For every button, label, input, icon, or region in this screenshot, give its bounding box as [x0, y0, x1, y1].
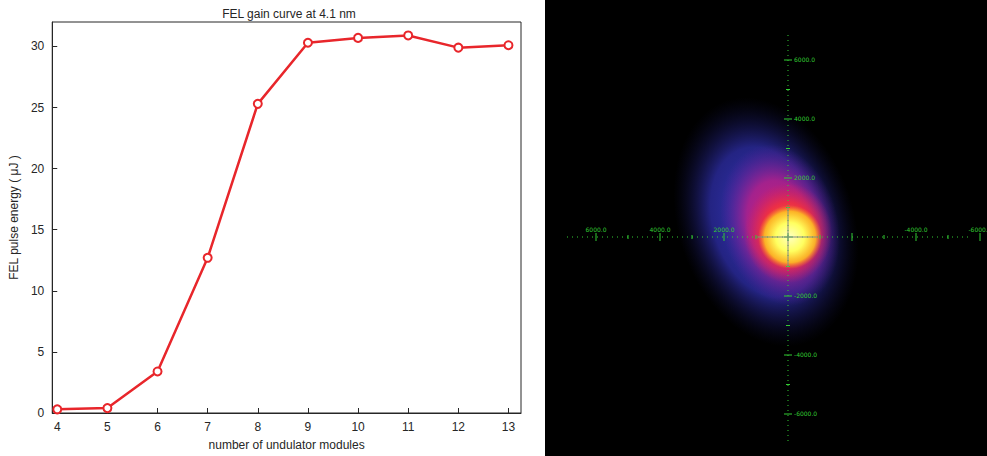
svg-text:2000.0: 2000.0: [794, 174, 815, 181]
svg-text:9: 9: [305, 420, 312, 434]
svg-text:25: 25: [31, 101, 45, 115]
svg-text:10: 10: [31, 284, 45, 298]
svg-text:-6000.0: -6000.0: [968, 226, 987, 233]
svg-text:12: 12: [452, 420, 466, 434]
svg-text:-4000.0: -4000.0: [794, 351, 817, 358]
svg-text:7: 7: [204, 420, 211, 434]
svg-text:FEL gain curve at 4.1 nm: FEL gain curve at 4.1 nm: [222, 7, 356, 21]
svg-text:-6000.0: -6000.0: [794, 410, 817, 417]
svg-text:15: 15: [31, 223, 45, 237]
svg-text:13: 13: [502, 420, 516, 434]
svg-text:6000.0: 6000.0: [586, 226, 607, 233]
svg-text:-2000.0: -2000.0: [794, 292, 817, 299]
svg-text:4000.0: 4000.0: [650, 226, 671, 233]
svg-text:FEL pulse energy ( μJ ): FEL pulse energy ( μJ ): [7, 155, 21, 280]
svg-text:10: 10: [351, 420, 365, 434]
svg-text:8: 8: [254, 420, 261, 434]
svg-text:4: 4: [54, 420, 61, 434]
svg-text:30: 30: [31, 39, 45, 53]
svg-text:number of undulator modules: number of undulator modules: [209, 438, 365, 452]
svg-text:6000.0: 6000.0: [794, 56, 815, 63]
svg-text:-4000.0: -4000.0: [904, 226, 927, 233]
svg-text:0: 0: [38, 406, 45, 420]
svg-text:11: 11: [402, 420, 415, 434]
svg-text:4000.0: 4000.0: [794, 115, 815, 122]
svg-text:5: 5: [104, 420, 111, 434]
svg-text:2000.0: 2000.0: [714, 226, 735, 233]
svg-text:6: 6: [154, 420, 161, 434]
svg-text:5: 5: [38, 345, 45, 359]
svg-text:20: 20: [31, 162, 45, 176]
